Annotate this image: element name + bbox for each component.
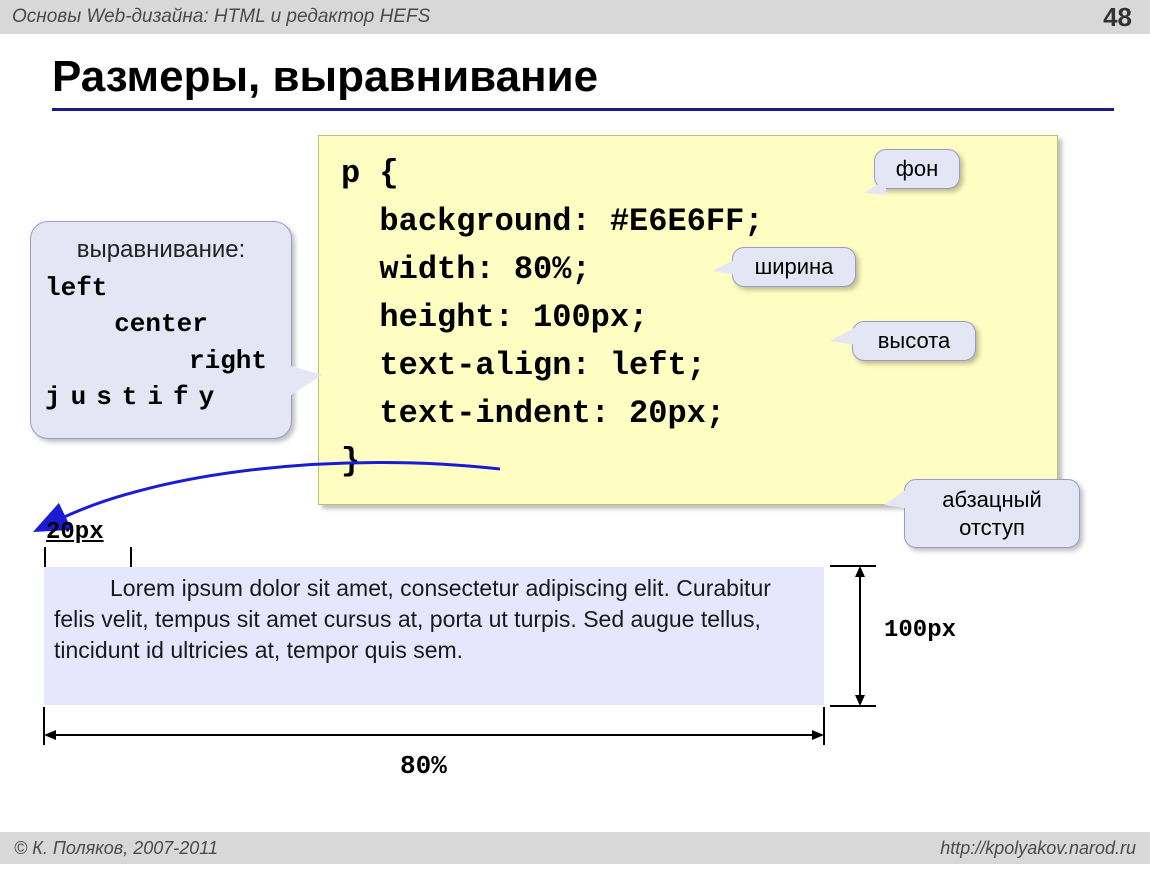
align-justify: justify <box>45 379 277 415</box>
slide-content: p { background: #E6E6FF; width: 80%; hei… <box>0 111 1150 871</box>
width-dimension <box>40 705 830 755</box>
footer-copyright: © К. Поляков, 2007-2011 <box>14 838 218 859</box>
callout-tail <box>288 365 322 397</box>
align-center: center <box>45 306 277 342</box>
callout-tail <box>864 179 886 195</box>
code-line: text-indent: 20px; <box>341 390 1035 438</box>
lorem-text: Lorem ipsum dolor sit amet, consectetur … <box>54 573 814 666</box>
callout-tail <box>884 487 910 509</box>
slide-title: Размеры, выравнивание <box>52 52 1150 102</box>
header-title: Основы Web-дизайна: HTML и редактор HEFS <box>12 6 430 28</box>
height-dimension-label: 100px <box>884 617 956 644</box>
indent-dimension-label: 20px <box>46 519 104 546</box>
example-paragraph-box: Lorem ipsum dolor sit amet, consectetur … <box>44 567 824 705</box>
code-line: width: 80%; <box>341 246 1035 294</box>
align-header: выравнивание: <box>45 236 277 264</box>
callout-tail <box>830 327 856 345</box>
align-left: left <box>45 270 277 306</box>
height-dimension <box>826 563 886 711</box>
page-number: 48 <box>1103 2 1132 33</box>
callout-background: фон <box>874 149 960 189</box>
callout-width: ширина <box>732 247 856 287</box>
code-line: background: #E6E6FF; <box>341 198 1035 246</box>
indent-ticks <box>44 547 132 567</box>
indent-arrow <box>40 461 520 551</box>
width-dimension-label: 80% <box>400 751 447 781</box>
css-code-block: p { background: #E6E6FF; width: 80%; hei… <box>318 135 1058 505</box>
footer-url: http://kpolyakov.narod.ru <box>940 838 1136 859</box>
slide-header: Основы Web-дизайна: HTML и редактор HEFS… <box>0 0 1150 34</box>
callout-height: высота <box>852 321 976 361</box>
slide-footer: © К. Поляков, 2007-2011 http://kpolyakov… <box>0 832 1150 864</box>
callout-tail <box>712 259 736 275</box>
align-right: right <box>45 343 277 379</box>
callout-indent: абзацный отступ <box>904 479 1080 548</box>
callout-alignment: выравнивание: left center right justify <box>30 221 292 439</box>
